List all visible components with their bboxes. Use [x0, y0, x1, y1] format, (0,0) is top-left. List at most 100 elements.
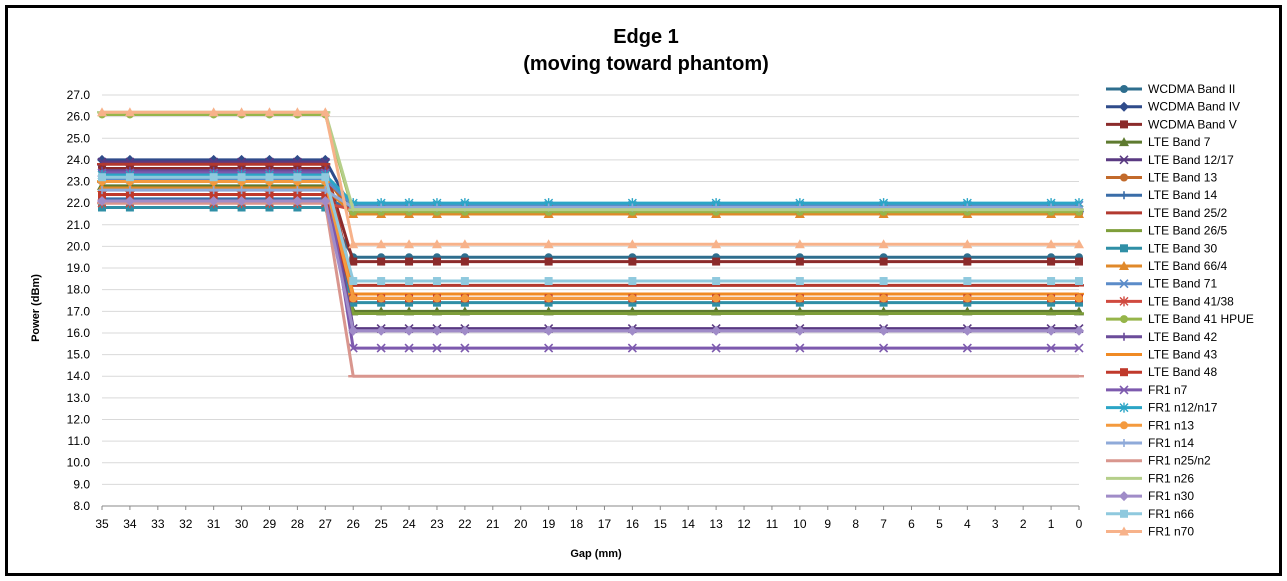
data-point [237, 190, 246, 199]
y-tick-label: 8.0 [73, 499, 90, 513]
data-point [712, 257, 721, 266]
x-tick-label: 31 [207, 517, 221, 531]
data-point [1119, 491, 1129, 502]
data-point [1120, 421, 1128, 430]
data-point [377, 277, 386, 286]
legend-label: LTE Band 14 [1148, 188, 1217, 202]
data-point [432, 343, 442, 353]
data-point [1046, 239, 1057, 249]
data-point [377, 294, 386, 303]
data-point [1074, 325, 1084, 336]
x-tick-label: 0 [1076, 517, 1083, 531]
data-point [404, 325, 415, 336]
data-point [349, 277, 358, 286]
data-point [712, 298, 721, 307]
legend-item: LTE Band 12/17 [1106, 153, 1234, 167]
x-tick-label: 14 [682, 517, 696, 531]
data-point [1120, 332, 1128, 341]
data-point [97, 107, 107, 117]
legend-item: WCDMA Band V [1106, 117, 1237, 131]
x-tick-label: 4 [964, 517, 971, 531]
data-point [544, 298, 553, 307]
data-point [1119, 296, 1129, 307]
legend-item: FR1 n66 [1106, 507, 1194, 521]
data-point [459, 239, 470, 249]
data-point [795, 294, 804, 303]
data-point [879, 257, 888, 266]
data-point [348, 239, 359, 249]
data-point [1119, 261, 1129, 270]
y-tick-label: 27.0 [67, 88, 91, 102]
data-point [264, 195, 275, 206]
legend-label: WCDMA Band II [1148, 82, 1235, 96]
data-point [795, 298, 804, 307]
data-point [265, 190, 274, 199]
data-point [431, 239, 442, 249]
legend-item: LTE Band 41/38 [1106, 294, 1234, 308]
data-point [963, 298, 972, 307]
data-point [432, 294, 441, 303]
legend-item: LTE Band 26/5 [1106, 224, 1227, 238]
x-tick-label: 18 [570, 517, 584, 531]
y-tick-label: 15.0 [67, 348, 91, 362]
x-tick-label: 19 [542, 517, 556, 531]
data-point [377, 257, 386, 266]
data-point [98, 190, 106, 199]
data-point [460, 277, 469, 286]
x-tick-label: 34 [123, 517, 137, 531]
x-tick-label: 2 [1020, 517, 1027, 531]
data-point [348, 325, 359, 336]
legend-label: WCDMA Band IV [1148, 100, 1240, 114]
y-tick-label: 20.0 [67, 239, 91, 253]
legend-item: WCDMA Band IV [1106, 100, 1240, 114]
x-tick-label: 10 [793, 517, 807, 531]
x-tick-label: 5 [936, 517, 943, 531]
x-tick-label: 12 [737, 517, 751, 531]
data-point [1075, 294, 1083, 303]
x-tick-label: 22 [458, 517, 472, 531]
data-point [460, 294, 469, 303]
data-point [377, 298, 386, 307]
data-point [1120, 439, 1128, 447]
data-point [1047, 257, 1056, 266]
data-point [1047, 298, 1056, 307]
data-point [460, 298, 469, 307]
data-point [98, 186, 106, 195]
legend-label: FR1 n7 [1148, 383, 1188, 397]
legend-label: FR1 n70 [1148, 525, 1194, 539]
legend-item: WCDMA Band II [1106, 82, 1235, 96]
data-point [878, 325, 889, 336]
data-point [209, 173, 218, 182]
legend-label: FR1 n30 [1148, 489, 1194, 503]
data-point [237, 173, 246, 182]
data-point [293, 190, 302, 199]
x-tick-label: 7 [880, 517, 887, 531]
x-tick-label: 33 [151, 517, 165, 531]
legend-item: LTE Band 71 [1106, 277, 1217, 291]
y-tick-label: 17.0 [67, 304, 91, 318]
data-point [711, 343, 721, 353]
legend-label: FR1 n26 [1148, 471, 1194, 485]
legend-item: FR1 n26 [1106, 471, 1194, 485]
y-tick-label: 10.0 [67, 456, 91, 470]
x-tick-label: 21 [486, 517, 500, 531]
x-tick-label: 13 [709, 517, 723, 531]
data-point [264, 107, 275, 117]
x-tick-label: 1 [1048, 517, 1055, 531]
data-point [963, 277, 972, 286]
data-point [544, 294, 553, 303]
legend-item: LTE Band 42 [1106, 330, 1217, 344]
legend-label: LTE Band 30 [1148, 241, 1217, 255]
x-tick-label: 11 [766, 517, 779, 531]
legend-label: LTE Band 71 [1148, 277, 1217, 291]
data-point [1119, 279, 1129, 289]
data-point [712, 277, 721, 286]
data-point [1119, 385, 1129, 395]
legend-item: FR1 n70 [1106, 525, 1194, 539]
data-point [376, 239, 387, 249]
legend-label: LTE Band 7 [1148, 135, 1211, 149]
data-point [405, 294, 414, 303]
x-tick-label: 27 [319, 517, 333, 531]
x-tick-label: 3 [992, 517, 999, 531]
series-group [97, 107, 1084, 378]
